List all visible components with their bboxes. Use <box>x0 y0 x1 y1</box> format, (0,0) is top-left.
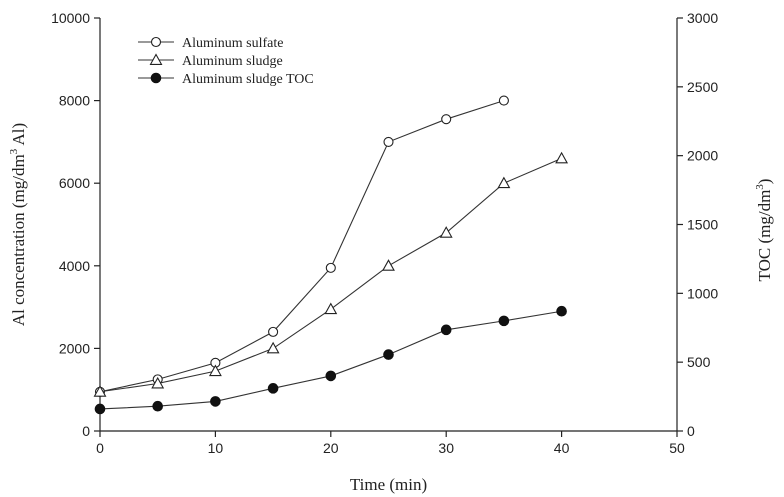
data-point-circle-open <box>498 95 509 106</box>
x-tick-label: 30 <box>438 440 454 456</box>
y-right-tick-label: 0 <box>687 423 695 439</box>
data-point-triangle-open <box>497 176 511 189</box>
data-point-circle-filled <box>325 370 337 382</box>
x-tick-label: 50 <box>669 440 685 456</box>
series-3 <box>94 305 567 415</box>
y-right-tick-label: 1000 <box>687 285 718 301</box>
y-left-tick-label: 6000 <box>59 175 90 191</box>
data-point-circle-open <box>268 326 279 337</box>
data-point-circle-filled <box>498 315 510 327</box>
y-left-tick-label: 4000 <box>59 258 90 274</box>
data-point-triangle-open <box>382 259 395 271</box>
data-point-triangle-open <box>266 341 280 354</box>
x-tick-label: 10 <box>208 440 224 456</box>
legend-label: Aluminum sludge <box>182 54 283 69</box>
data-point-triangle-open <box>555 151 569 164</box>
y-left-tick-label: 0 <box>82 423 90 439</box>
y-right-tick-label: 2500 <box>687 79 718 95</box>
series-group <box>93 95 569 415</box>
series-line <box>99 310 562 410</box>
data-point-triangle-open <box>208 364 222 377</box>
y-right-tick-label: 500 <box>687 354 711 370</box>
series-1 <box>94 95 509 397</box>
data-point-circle-filled <box>150 72 162 84</box>
data-point-triangle-open <box>93 385 107 397</box>
series-2 <box>93 151 569 397</box>
y-right-tick-label: 1500 <box>687 217 718 233</box>
data-point-triangle-open <box>151 376 165 389</box>
data-point-circle-filled <box>94 403 106 415</box>
data-point-circle-filled <box>210 396 221 407</box>
axis-title-unit: Al) <box>9 123 28 149</box>
axis-title-unit: ) <box>755 179 774 185</box>
data-point-triangle-open <box>439 226 453 238</box>
data-point-triangle-open <box>149 53 163 65</box>
y-axis-left-title: Al concentration (mg/dm3 Al) <box>8 123 28 326</box>
series-line <box>99 100 505 393</box>
axis-title-text: TOC (mg/dm <box>755 190 774 282</box>
x-tick-label: 0 <box>96 440 104 456</box>
data-point-circle-open <box>383 136 394 147</box>
data-point-circle-open <box>441 114 452 125</box>
y-left-tick-label: 2000 <box>59 340 90 356</box>
y-right-tick-label: 3000 <box>687 10 718 26</box>
axes: 0 10 20 30 40 5002000400060008000100000500100… <box>51 10 718 456</box>
axis-title-superscript: 3 <box>754 184 766 190</box>
y-axis-right-title: TOC (mg/dm3) <box>754 179 774 282</box>
legend-label: Aluminum sludge TOC <box>182 72 314 87</box>
data-point-circle-filled <box>383 349 394 360</box>
legend: Aluminum sulfate Aluminum sludge Aluminum … <box>138 36 314 87</box>
y-left-tick-label: 8000 <box>59 93 90 109</box>
data-point-circle-open <box>325 262 336 273</box>
data-point-circle-filled <box>267 383 279 394</box>
data-point-circle-filled <box>440 324 452 336</box>
legend-label: Aluminum sulfate <box>182 36 284 51</box>
data-point-circle-filled <box>152 400 163 412</box>
y-left-tick-label: 10000 <box>51 10 90 26</box>
x-tick-label: 40 <box>554 440 570 456</box>
data-point-circle-filled <box>556 305 567 317</box>
x-tick-label: 20 <box>323 440 339 456</box>
y-right-tick-label: 2000 <box>687 148 718 164</box>
axis-title-text: Al concentration (mg/dm <box>9 154 28 326</box>
data-point-triangle-open <box>324 302 338 315</box>
axis-title-superscript: 3 <box>8 148 20 154</box>
x-axis-title: Time (min) <box>350 475 427 494</box>
data-point-circle-open <box>150 36 162 48</box>
series-line <box>99 157 562 393</box>
